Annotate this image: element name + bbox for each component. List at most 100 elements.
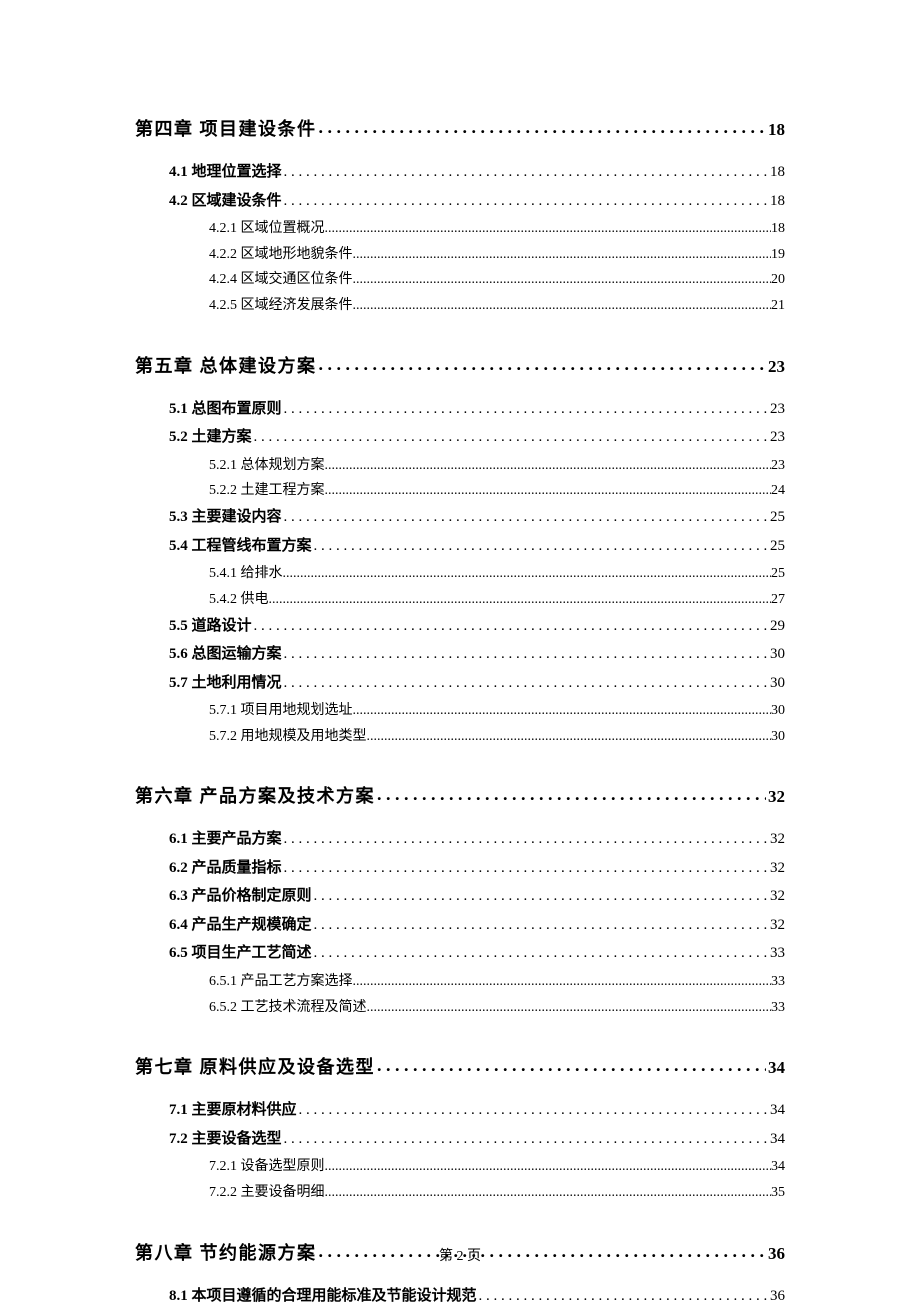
leader-dots xyxy=(317,117,767,135)
leader-dots xyxy=(325,218,772,232)
toc-subsections: 5.7.1 项目用地规划选址 30 5.7.2 用地规模及用地类型 30 xyxy=(169,700,785,747)
toc-section-entry: 6.1 主要产品方案 32 xyxy=(169,828,785,851)
toc-chapter-entry-label: 第四章 项目建设条件 xyxy=(135,115,317,141)
toc-subsection-entry-page: 33 xyxy=(771,997,785,1019)
toc-subsection-entry-label: 5.4.1 给排水 xyxy=(209,563,283,585)
toc-section-entry-label: 6.2 产品质量指标 xyxy=(169,857,282,880)
toc-subsection-entry-label: 6.5.2 工艺技术流程及简述 xyxy=(209,997,367,1019)
leader-dots xyxy=(282,672,768,687)
toc-subsections: 5.2.1 总体规划方案 23 5.2.2 土建工程方案 24 xyxy=(169,455,785,502)
toc-section-entry-label: 7.1 主要原材料供应 xyxy=(169,1099,297,1122)
toc-section-entry: 4.1 地理位置选择 18 xyxy=(169,161,785,184)
leader-dots xyxy=(252,615,768,630)
toc-subsection-entry: 5.2.2 土建工程方案 24 xyxy=(209,480,785,502)
leader-dots xyxy=(312,914,768,929)
toc-chapter-entry-page: 23 xyxy=(766,357,785,377)
toc-subsection-entry-label: 5.2.2 土建工程方案 xyxy=(209,480,325,502)
toc-section-entry-page: 18 xyxy=(768,190,785,213)
toc-subsection-entry: 6.5.2 工艺技术流程及简述 33 xyxy=(209,997,785,1019)
toc-section-entry-page: 34 xyxy=(768,1128,785,1151)
leader-dots xyxy=(282,398,768,413)
toc-chapter: 第七章 原料供应及设备选型 347.1 主要原材料供应 347.2 主要设备选型… xyxy=(135,1053,785,1203)
toc-section-entry-page: 32 xyxy=(768,857,785,880)
leader-dots xyxy=(353,244,772,258)
leader-dots xyxy=(269,589,772,603)
leader-dots xyxy=(297,1099,768,1114)
toc-chapter: 第五章 总体建设方案 235.1 总图布置原则 235.2 土建方案 235.2… xyxy=(135,352,785,748)
toc-chapter-entry-page: 32 xyxy=(766,787,785,807)
toc-subsection-entry: 7.2.1 设备选型原则 34 xyxy=(209,1156,785,1178)
toc-section-entry-page: 23 xyxy=(768,398,785,421)
toc-section-entry-label: 6.4 产品生产规模确定 xyxy=(169,914,312,937)
toc-chapter-entry: 第五章 总体建设方案 23 xyxy=(135,352,785,378)
toc-section-entry-label: 5.7 土地利用情况 xyxy=(169,672,282,695)
toc-chapter-entry-label: 第六章 产品方案及技术方案 xyxy=(135,782,375,808)
toc-section-entry-page: 23 xyxy=(768,426,785,449)
toc-subsection-entry-label: 4.2.5 区域经济发展条件 xyxy=(209,295,353,317)
leader-dots xyxy=(282,1128,768,1143)
leader-dots xyxy=(282,190,768,205)
toc-subsection-entry-page: 34 xyxy=(771,1156,785,1178)
toc-subsection-entry-label: 5.2.1 总体规划方案 xyxy=(209,455,325,477)
toc-subsections: 7.2.1 设备选型原则 347.2.2 主要设备明细 35 xyxy=(169,1156,785,1203)
toc-subsection-entry: 4.2.4 区域交通区位条件 20 xyxy=(209,269,785,291)
toc-subsections: 6.5.1 产品工艺方案选择 336.5.2 工艺技术流程及简述 33 xyxy=(169,971,785,1018)
toc-subsection-entry-label: 4.2.1 区域位置概况 xyxy=(209,218,325,240)
leader-dots xyxy=(325,480,772,494)
toc-section-entry: 6.5 项目生产工艺简述 33 xyxy=(169,942,785,965)
toc-section-entry-page: 32 xyxy=(768,828,785,851)
table-of-contents: 第四章 项目建设条件 184.1 地理位置选择 184.2 区域建设条件 184… xyxy=(135,115,785,1307)
leader-dots xyxy=(317,354,767,372)
toc-subsection-entry-page: 24 xyxy=(771,480,785,502)
toc-subsection-entry-page: 30 xyxy=(771,700,785,722)
toc-sections: 5.1 总图布置原则 235.2 土建方案 235.2.1 总体规划方案 235… xyxy=(135,384,785,748)
leader-dots xyxy=(353,971,772,985)
toc-section-entry-page: 30 xyxy=(768,672,785,695)
toc-section-entry: 6.4 产品生产规模确定 32 xyxy=(169,914,785,937)
leader-dots xyxy=(375,784,766,802)
toc-section-entry-label: 5.5 道路设计 xyxy=(169,615,252,638)
leader-dots xyxy=(283,563,772,577)
toc-section-entry: 5.1 总图布置原则 23 xyxy=(169,398,785,421)
toc-chapter-entry: 第七章 原料供应及设备选型 34 xyxy=(135,1053,785,1079)
toc-subsection-entry-label: 7.2.1 设备选型原则 xyxy=(209,1156,325,1178)
toc-chapter-entry: 第四章 项目建设条件 18 xyxy=(135,115,785,141)
leader-dots xyxy=(353,269,772,283)
leader-dots xyxy=(282,857,768,872)
leader-dots xyxy=(282,506,768,521)
toc-section-entry: 7.2 主要设备选型 34 xyxy=(169,1128,785,1151)
toc-subsections: 5.4.1 给排水 255.4.2 供电 27 xyxy=(169,563,785,610)
toc-subsections: 4.2.1 区域位置概况 184.2.2 区域地形地貌条件 194.2.4 区域… xyxy=(169,218,785,317)
toc-subsection-entry-page: 30 xyxy=(771,726,785,748)
toc-section-entry-page: 32 xyxy=(768,914,785,937)
leader-dots xyxy=(312,942,768,957)
toc-subsection-entry-page: 27 xyxy=(771,589,785,611)
toc-subsection-entry: 6.5.1 产品工艺方案选择 33 xyxy=(209,971,785,993)
toc-section-entry: 5.3 主要建设内容 25 xyxy=(169,506,785,529)
page-footer: 第 2 页 xyxy=(0,1245,920,1265)
toc-subsection-entry-label: 5.7.2 用地规模及用地类型 xyxy=(209,726,367,748)
toc-subsection-entry-page: 35 xyxy=(771,1182,785,1204)
toc-subsection-entry-page: 20 xyxy=(771,269,785,291)
toc-subsection-entry-label: 5.4.2 供电 xyxy=(209,589,269,611)
toc-section-entry-label: 6.5 项目生产工艺简述 xyxy=(169,942,312,965)
leader-dots xyxy=(282,643,768,658)
toc-section-entry-label: 6.3 产品价格制定原则 xyxy=(169,885,312,908)
toc-chapter-entry-label: 第五章 总体建设方案 xyxy=(135,352,317,378)
toc-chapter-entry-page: 34 xyxy=(766,1058,785,1078)
toc-section-entry-label: 5.2 土建方案 xyxy=(169,426,252,449)
toc-section-entry-label: 5.4 工程管线布置方案 xyxy=(169,535,312,558)
leader-dots xyxy=(312,885,768,900)
toc-section-entry: 5.6 总图运输方案 30 xyxy=(169,643,785,666)
leader-dots xyxy=(375,1055,766,1073)
leader-dots xyxy=(252,426,768,441)
toc-section-entry: 6.3 产品价格制定原则 32 xyxy=(169,885,785,908)
toc-subsection-entry: 5.2.1 总体规划方案 23 xyxy=(209,455,785,477)
toc-subsection-entry-label: 6.5.1 产品工艺方案选择 xyxy=(209,971,353,993)
toc-section-entry: 6.2 产品质量指标 32 xyxy=(169,857,785,880)
toc-section-entry-label: 5.3 主要建设内容 xyxy=(169,506,282,529)
toc-section-entry-page: 34 xyxy=(768,1099,785,1122)
toc-section-entry: 7.1 主要原材料供应 34 xyxy=(169,1099,785,1122)
toc-subsection-entry-label: 5.7.1 项目用地规划选址 xyxy=(209,700,353,722)
toc-section-entry-label: 5.1 总图布置原则 xyxy=(169,398,282,421)
